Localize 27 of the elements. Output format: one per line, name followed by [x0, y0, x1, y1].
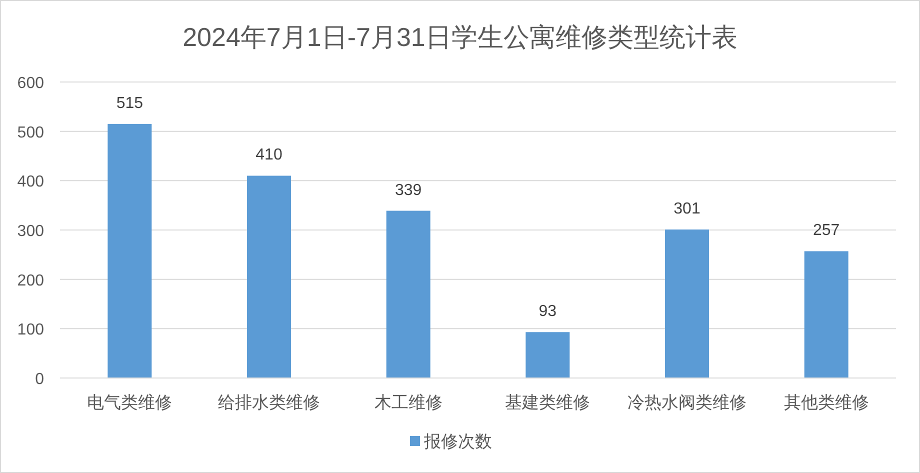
- legend-label: 报修次数: [423, 432, 492, 451]
- y-tick-label: 600: [17, 75, 44, 92]
- bar: [247, 176, 291, 378]
- data-label: 339: [394, 182, 422, 199]
- y-tick-label: 300: [17, 223, 44, 240]
- x-tick-label: 给排水类维修: [218, 393, 320, 412]
- x-tick-label: 木工维修: [374, 393, 442, 412]
- x-tick-label: 其他类维修: [784, 393, 869, 412]
- y-tick-label: 400: [17, 174, 44, 191]
- y-tick-label: 0: [35, 371, 44, 388]
- data-label: 93: [538, 303, 557, 320]
- bar: [665, 230, 709, 378]
- x-tick-label: 电气类维修: [87, 393, 172, 412]
- data-label: 301: [674, 200, 700, 218]
- bar: [386, 210, 430, 378]
- bar: [804, 251, 848, 378]
- bar: [526, 332, 570, 378]
- data-label: 515: [116, 94, 144, 112]
- chart-title: 2024年7月1日-7月31日学生公寓维修类型统计表: [182, 22, 738, 52]
- data-label: 410: [256, 146, 282, 164]
- data-label: 257: [812, 222, 840, 240]
- y-tick-label: 100: [17, 322, 44, 339]
- y-tick-label: 500: [17, 124, 44, 142]
- y-tick-label: 200: [17, 272, 44, 290]
- x-tick-label: 基建类维修: [505, 393, 590, 412]
- bar: [108, 124, 152, 378]
- x-tick-label: 冷热水阀类维修: [628, 393, 746, 412]
